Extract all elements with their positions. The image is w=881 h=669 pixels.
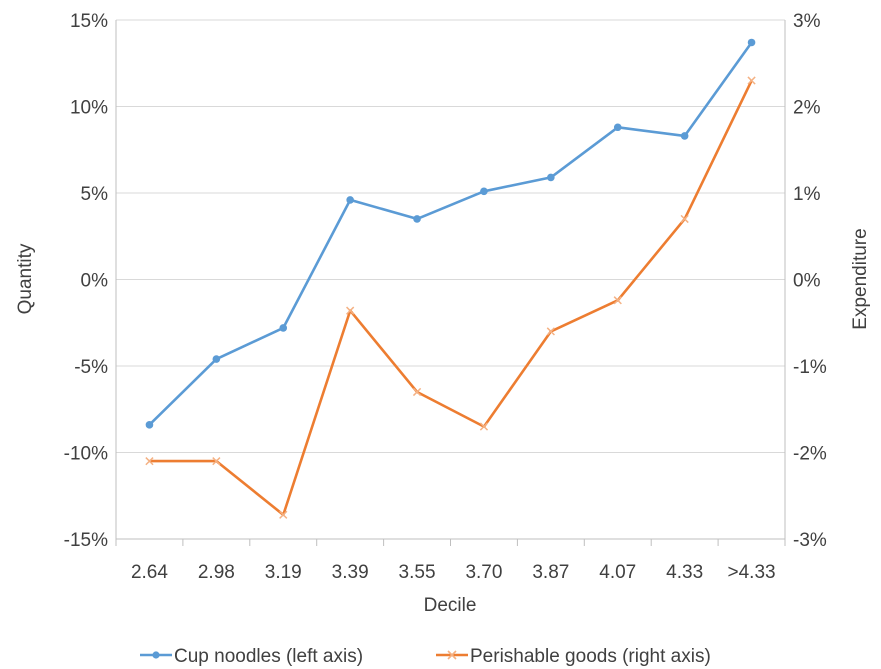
- left-axis-tick-label: 5%: [81, 184, 109, 205]
- right-axis-tick-labels: 3% 2% 1% 0% -1% -2% -3%: [793, 11, 827, 551]
- data-point: [480, 187, 488, 196]
- data-point: [346, 196, 354, 204]
- x-axis-tick-label: 2.64: [131, 562, 168, 583]
- series-0: [145, 38, 756, 429]
- legend-label-perishable-goods: Perishable goods (right axis): [470, 646, 711, 667]
- data-point: [279, 324, 288, 332]
- series-line: [148, 41, 753, 426]
- data-point: [479, 422, 489, 431]
- gridlines: [116, 19, 785, 453]
- series-line: [149, 80, 753, 517]
- legend-item-cup-noodles: Cup noodles (left axis): [140, 646, 363, 667]
- data-point: [145, 421, 154, 429]
- data-point: [613, 123, 622, 132]
- left-axis-tick-label: 10%: [70, 98, 108, 119]
- left-axis-tick-label: -15%: [64, 530, 108, 551]
- x-axis-tick-label: 4.07: [599, 562, 636, 583]
- right-axis-tick-label: 3%: [793, 11, 821, 32]
- series-layer: [145, 38, 756, 519]
- data-point: [145, 457, 154, 466]
- data-point: [212, 355, 221, 363]
- data-point: [279, 510, 288, 519]
- right-axis-tick-label: -2%: [793, 444, 827, 465]
- legend-marker-perishable-goods: [447, 650, 457, 660]
- data-point: [212, 457, 221, 466]
- data-point: [747, 76, 756, 85]
- legend-item-perishable-goods: Perishable goods (right axis): [436, 646, 711, 667]
- data-point: [680, 214, 689, 224]
- left-axis-tick-label: -5%: [74, 357, 108, 378]
- x-axis-tick-label: 3.19: [265, 562, 302, 583]
- right-axis-tick-label: -1%: [793, 357, 827, 378]
- data-point: [412, 387, 422, 397]
- legend-marker-cup-noodles: [152, 651, 160, 659]
- x-axis-tick-label: 3.70: [465, 562, 502, 583]
- data-point: [547, 173, 555, 182]
- right-axis-tick-label: 1%: [793, 184, 821, 205]
- x-axis-tick-label: 2.98: [198, 562, 235, 583]
- right-axis-tick-label: 2%: [793, 98, 821, 119]
- x-axis-tick-labels: 2.64 2.98 3.19 3.39 3.55 3.70 3.87 4.07 4.33 >4.3…: [131, 562, 776, 583]
- x-axis-tick-label: 3.55: [399, 562, 436, 583]
- data-point: [546, 327, 555, 336]
- left-axis-tick-label: 15%: [70, 11, 108, 32]
- left-axis-tick-label: -10%: [64, 444, 108, 465]
- x-axis-tick-label: 3.87: [532, 562, 569, 583]
- data-point: [747, 38, 756, 47]
- data-point: [346, 306, 355, 315]
- left-axis-tick-labels: 15% 10% 5% 0% -5% -10% -15%: [64, 11, 108, 551]
- data-point: [613, 296, 622, 305]
- axes: [115, 20, 786, 546]
- left-axis-title: Quantity: [15, 243, 36, 314]
- x-axis-tick-label: 3.39: [332, 562, 369, 583]
- data-point: [413, 215, 421, 223]
- right-axis-tick-label: -3%: [793, 530, 827, 551]
- left-axis-tick-label: 0%: [81, 271, 109, 292]
- legend-label-cup-noodles: Cup noodles (left axis): [174, 646, 363, 667]
- right-axis-tick-label: 0%: [793, 271, 821, 292]
- x-axis-tick-label: >4.33: [728, 562, 776, 583]
- series-1: [145, 76, 756, 519]
- x-axis-tick-label: 4.33: [666, 562, 703, 583]
- data-point: [680, 132, 689, 140]
- legend: Cup noodles (left axis) Perishable goods…: [140, 646, 711, 667]
- x-axis-title: Decile: [424, 595, 477, 616]
- right-axis-title: Expenditure: [850, 228, 871, 329]
